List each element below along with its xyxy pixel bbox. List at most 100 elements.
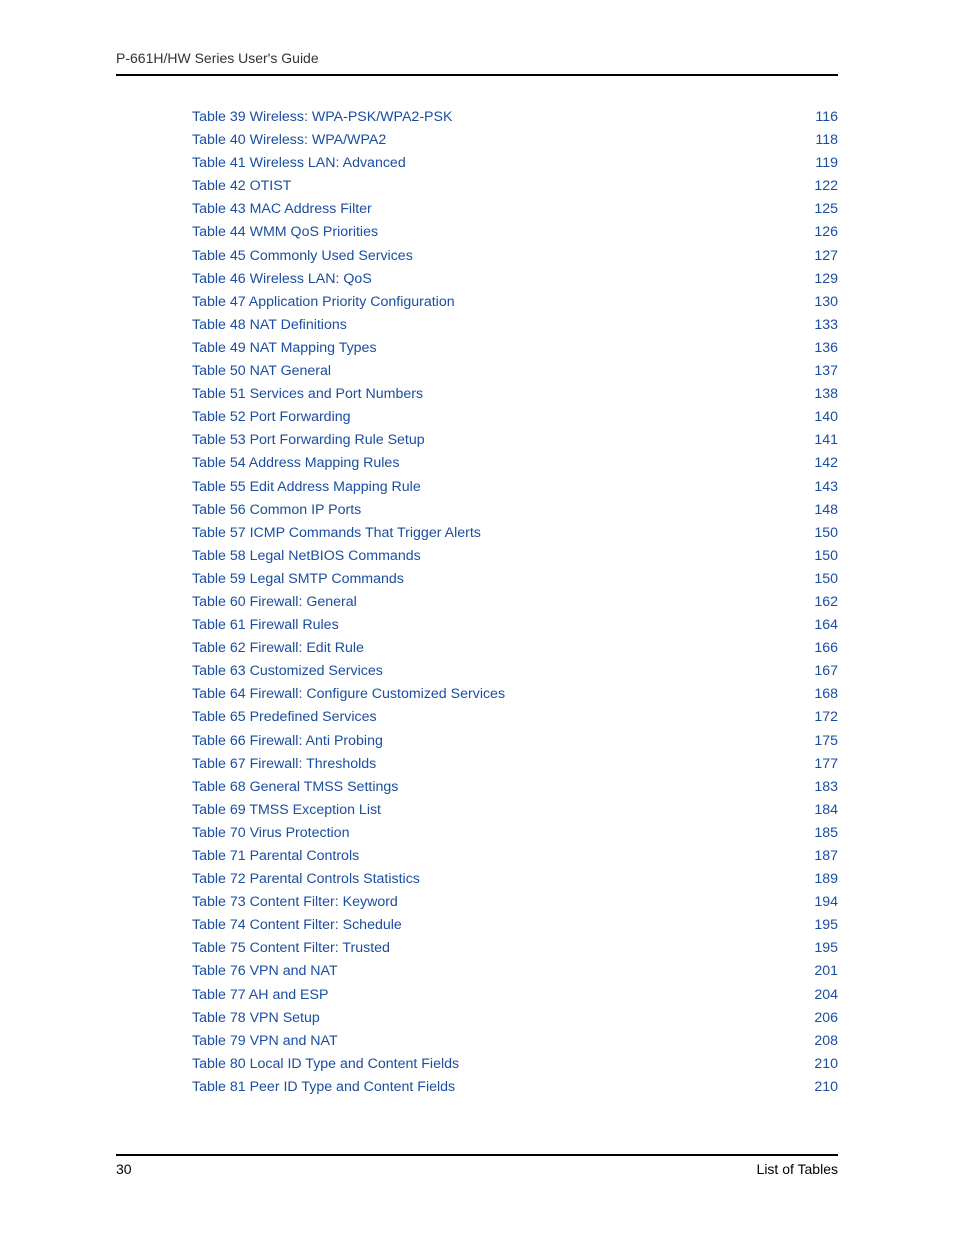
toc-entry-label[interactable]: Table 56 Common IP Ports [192, 503, 361, 517]
toc-entry-label[interactable]: Table 47 Application Priority Configurat… [192, 295, 455, 309]
toc-entry-page[interactable]: 129 [814, 272, 838, 286]
toc-entry-label[interactable]: Table 48 NAT Definitions [192, 318, 347, 332]
toc-entry-label[interactable]: Table 52 Port Forwarding [192, 410, 351, 424]
toc-entry-page[interactable]: 136 [814, 341, 838, 355]
toc-entry[interactable]: Table 73 Content Filter: Keyword 194 [192, 895, 838, 909]
toc-entry-page[interactable]: 187 [814, 849, 838, 863]
toc-entry-label[interactable]: Table 44 WMM QoS Priorities [192, 225, 378, 239]
toc-entry[interactable]: Table 74 Content Filter: Schedule 195 [192, 918, 838, 932]
toc-entry[interactable]: Table 43 MAC Address Filter 125 [192, 202, 838, 216]
toc-entry[interactable]: Table 63 Customized Services 167 [192, 664, 838, 678]
toc-entry-page[interactable]: 162 [814, 595, 838, 609]
toc-entry-page[interactable]: 118 [815, 133, 838, 147]
toc-entry[interactable]: Table 46 Wireless LAN: QoS 129 [192, 272, 838, 286]
toc-entry-page[interactable]: 189 [814, 872, 838, 886]
toc-entry-label[interactable]: Table 40 Wireless: WPA/WPA2 [192, 133, 386, 147]
toc-entry-label[interactable]: Table 51 Services and Port Numbers [192, 387, 423, 401]
toc-entry-label[interactable]: Table 42 OTIST [192, 179, 291, 193]
toc-entry[interactable]: Table 67 Firewall: Thresholds 177 [192, 757, 838, 771]
toc-entry[interactable]: Table 50 NAT General 137 [192, 364, 838, 378]
toc-entry-label[interactable]: Table 55 Edit Address Mapping Rule [192, 480, 421, 494]
toc-entry-page[interactable]: 164 [814, 618, 838, 632]
toc-entry[interactable]: Table 76 VPN and NAT 201 [192, 964, 838, 978]
toc-entry[interactable]: Table 64 Firewall: Configure Customized … [192, 687, 838, 701]
toc-entry-label[interactable]: Table 43 MAC Address Filter [192, 202, 372, 216]
toc-entry-page[interactable]: 138 [814, 387, 838, 401]
toc-entry-label[interactable]: Table 73 Content Filter: Keyword [192, 895, 398, 909]
toc-entry-page[interactable]: 167 [814, 664, 838, 678]
toc-entry-page[interactable]: 184 [814, 803, 838, 817]
toc-entry-label[interactable]: Table 75 Content Filter: Trusted [192, 941, 390, 955]
toc-entry-page[interactable]: 126 [814, 225, 838, 239]
toc-entry-page[interactable]: 137 [814, 364, 838, 378]
toc-entry[interactable]: Table 62 Firewall: Edit Rule 166 [192, 641, 838, 655]
toc-entry-label[interactable]: Table 45 Commonly Used Services [192, 249, 413, 263]
toc-entry-page[interactable]: 201 [814, 964, 838, 978]
toc-entry[interactable]: Table 59 Legal SMTP Commands 150 [192, 572, 838, 586]
toc-entry-page[interactable]: 206 [814, 1011, 838, 1025]
toc-entry[interactable]: Table 68 General TMSS Settings 183 [192, 780, 838, 794]
toc-entry-page[interactable]: 172 [814, 710, 838, 724]
toc-entry-page[interactable]: 208 [814, 1034, 838, 1048]
toc-entry[interactable]: Table 45 Commonly Used Services 127 [192, 249, 838, 263]
toc-entry[interactable]: Table 44 WMM QoS Priorities 126 [192, 225, 838, 239]
toc-entry-label[interactable]: Table 71 Parental Controls [192, 849, 359, 863]
toc-entry-page[interactable]: 119 [815, 156, 838, 170]
toc-entry[interactable]: Table 40 Wireless: WPA/WPA2 118 [192, 133, 838, 147]
toc-entry-page[interactable]: 130 [814, 295, 838, 309]
toc-entry-page[interactable]: 166 [814, 641, 838, 655]
toc-entry-label[interactable]: Table 50 NAT General [192, 364, 331, 378]
toc-entry[interactable]: Table 51 Services and Port Numbers 138 [192, 387, 838, 401]
toc-entry-page[interactable]: 141 [814, 433, 838, 447]
toc-entry[interactable]: Table 71 Parental Controls 187 [192, 849, 838, 863]
toc-entry[interactable]: Table 39 Wireless: WPA-PSK/WPA2-PSK 116 [192, 110, 838, 124]
toc-entry[interactable]: Table 66 Firewall: Anti Probing 175 [192, 734, 838, 748]
toc-entry-page[interactable]: 195 [814, 918, 838, 932]
toc-entry-page[interactable]: 204 [814, 988, 838, 1002]
toc-entry-label[interactable]: Table 80 Local ID Type and Content Field… [192, 1057, 459, 1071]
toc-entry-label[interactable]: Table 72 Parental Controls Statistics [192, 872, 420, 886]
toc-entry[interactable]: Table 78 VPN Setup 206 [192, 1011, 838, 1025]
toc-entry[interactable]: Table 72 Parental Controls Statistics 18… [192, 872, 838, 886]
toc-entry[interactable]: Table 79 VPN and NAT 208 [192, 1034, 838, 1048]
toc-entry-page[interactable]: 195 [814, 941, 838, 955]
toc-entry-label[interactable]: Table 68 General TMSS Settings [192, 780, 398, 794]
toc-entry-label[interactable]: Table 59 Legal SMTP Commands [192, 572, 404, 586]
toc-entry-label[interactable]: Table 81 Peer ID Type and Content Fields [192, 1080, 455, 1094]
toc-entry[interactable]: Table 55 Edit Address Mapping Rule 143 [192, 480, 838, 494]
toc-entry-label[interactable]: Table 64 Firewall: Configure Customized … [192, 687, 505, 701]
toc-entry[interactable]: Table 49 NAT Mapping Types 136 [192, 341, 838, 355]
toc-entry-page[interactable]: 127 [814, 249, 838, 263]
toc-entry-page[interactable]: 133 [814, 318, 838, 332]
toc-entry[interactable]: Table 47 Application Priority Configurat… [192, 295, 838, 309]
toc-entry[interactable]: Table 58 Legal NetBIOS Commands 150 [192, 549, 838, 563]
toc-entry-label[interactable]: Table 78 VPN Setup [192, 1011, 320, 1025]
toc-entry[interactable]: Table 56 Common IP Ports 148 [192, 503, 838, 517]
toc-entry[interactable]: Table 70 Virus Protection 185 [192, 826, 838, 840]
toc-entry-page[interactable]: 183 [814, 780, 838, 794]
toc-entry-page[interactable]: 177 [814, 757, 838, 771]
toc-entry-label[interactable]: Table 62 Firewall: Edit Rule [192, 641, 364, 655]
toc-entry-label[interactable]: Table 49 NAT Mapping Types [192, 341, 377, 355]
toc-entry-label[interactable]: Table 67 Firewall: Thresholds [192, 757, 376, 771]
toc-entry-label[interactable]: Table 63 Customized Services [192, 664, 383, 678]
toc-entry-page[interactable]: 168 [814, 687, 838, 701]
toc-entry[interactable]: Table 54 Address Mapping Rules 142 [192, 456, 838, 470]
toc-entry-page[interactable]: 148 [814, 503, 838, 517]
toc-entry-page[interactable]: 185 [814, 826, 838, 840]
toc-entry-page[interactable]: 150 [814, 572, 838, 586]
toc-entry[interactable]: Table 69 TMSS Exception List 184 [192, 803, 838, 817]
toc-entry-page[interactable]: 210 [814, 1080, 838, 1094]
toc-entry-label[interactable]: Table 41 Wireless LAN: Advanced [192, 156, 406, 170]
toc-entry-page[interactable]: 143 [814, 480, 838, 494]
toc-entry-label[interactable]: Table 70 Virus Protection [192, 826, 349, 840]
toc-entry[interactable]: Table 80 Local ID Type and Content Field… [192, 1057, 838, 1071]
toc-entry-page[interactable]: 125 [814, 202, 838, 216]
toc-entry-page[interactable]: 150 [814, 526, 838, 540]
toc-entry-label[interactable]: Table 54 Address Mapping Rules [192, 456, 399, 470]
toc-entry[interactable]: Table 75 Content Filter: Trusted 195 [192, 941, 838, 955]
toc-entry-page[interactable]: 122 [814, 179, 838, 193]
toc-entry[interactable]: Table 48 NAT Definitions 133 [192, 318, 838, 332]
toc-entry[interactable]: Table 53 Port Forwarding Rule Setup 141 [192, 433, 838, 447]
toc-entry-label[interactable]: Table 60 Firewall: General [192, 595, 357, 609]
